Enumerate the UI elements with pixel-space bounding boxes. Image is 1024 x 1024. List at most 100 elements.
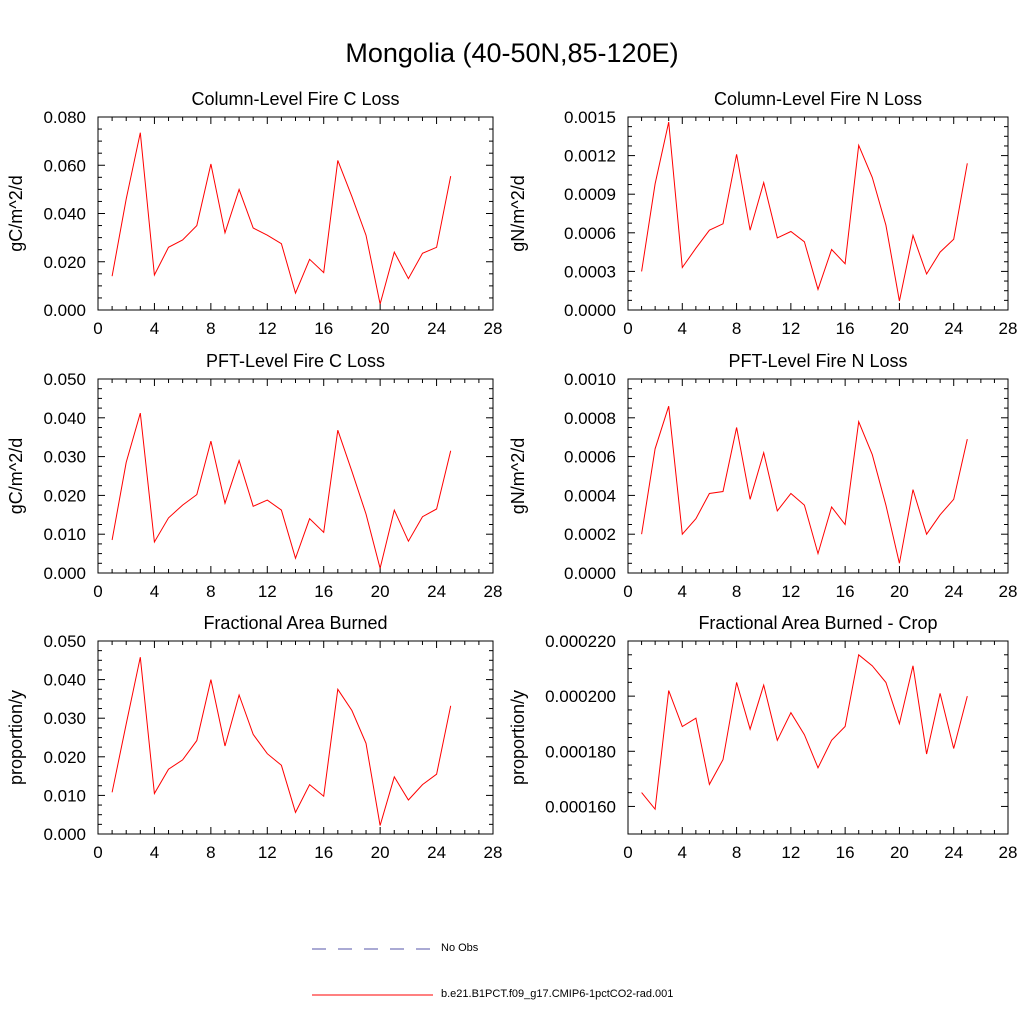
y-tick-label: 0.040 xyxy=(43,409,86,428)
y-tick-label: 0.0015 xyxy=(564,108,616,127)
x-tick-label: 0 xyxy=(623,843,632,862)
y-tick-label: 0.060 xyxy=(43,156,86,175)
y-axis-label: proportion/y xyxy=(508,690,528,785)
plot-frame xyxy=(627,116,1009,311)
x-tick-label: 28 xyxy=(999,582,1018,601)
legend-model-label: b.e21.B1PCT.f09_g17.CMIP6-1pctCO2-rad.00… xyxy=(441,988,674,1000)
plot-frame xyxy=(97,378,494,574)
y-tick-label: 0.050 xyxy=(43,370,86,389)
x-tick-label: 4 xyxy=(150,319,159,338)
series-line xyxy=(641,653,968,811)
panel-1: 0 4 8 12 16 20 24 28 0.000 0.020 0.040 0.060 0.080 Co… xyxy=(6,89,502,338)
x-tick-label: 0 xyxy=(93,582,102,601)
x-tick-label: 20 xyxy=(371,582,390,601)
panel-2: 0 4 8 12 16 20 24 28 0.0000 0.0003 0.0006 0.0009 0.0… xyxy=(508,89,1017,338)
y-tick-label: 0.0002 xyxy=(564,525,616,544)
y-axis-label: gC/m^2/d xyxy=(6,438,26,514)
x-tick-label: 16 xyxy=(314,319,333,338)
x-tick-label: 4 xyxy=(678,843,687,862)
x-tick-label: 12 xyxy=(781,582,800,601)
x-tick-label: 12 xyxy=(258,319,277,338)
y-tick-label: 0.000 xyxy=(43,564,86,583)
series-line xyxy=(111,132,452,305)
y-tick-label: 0.020 xyxy=(43,486,86,505)
x-tick-label: 16 xyxy=(314,843,333,862)
x-tick-label: 8 xyxy=(732,582,741,601)
y-tick-label: 0.040 xyxy=(43,671,86,690)
x-tick-label: 12 xyxy=(781,843,800,862)
x-tick-label: 24 xyxy=(427,319,446,338)
x-tick-label: 24 xyxy=(944,843,963,862)
x-tick-label: 28 xyxy=(999,843,1018,862)
y-tick-label: 0.050 xyxy=(43,632,86,651)
y-tick-label: 0.000 xyxy=(43,825,86,844)
x-tick-label: 24 xyxy=(944,582,963,601)
y-tick-label: 0.0000 xyxy=(564,564,616,583)
x-tick-label: 20 xyxy=(371,843,390,862)
x-tick-label: 20 xyxy=(890,843,909,862)
x-tick-label: 8 xyxy=(206,582,215,601)
panel-title: Column-Level Fire C Loss xyxy=(191,89,399,109)
x-tick-label: 4 xyxy=(150,843,159,862)
x-tick-label: 8 xyxy=(206,843,215,862)
y-tick-label: 0.0012 xyxy=(564,147,616,166)
x-tick-label: 4 xyxy=(150,582,159,601)
plot-frame xyxy=(97,640,494,835)
x-tick-label: 28 xyxy=(484,319,503,338)
panel-5: 0 4 8 12 16 20 24 28 0.000 0.010 0.020 0.030 0.040 0.… xyxy=(6,613,502,862)
y-tick-label: 0.080 xyxy=(43,108,86,127)
y-tick-label: 0.030 xyxy=(43,709,86,728)
panel-title: PFT-Level Fire N Loss xyxy=(728,351,907,371)
legend-obs-label: No Obs xyxy=(441,942,479,954)
panel-title: Column-Level Fire N Loss xyxy=(714,89,922,109)
y-tick-label: 0.0009 xyxy=(564,185,616,204)
y-tick-label: 0.0006 xyxy=(564,224,616,243)
y-tick-label: 0.0008 xyxy=(564,409,616,428)
y-tick-label: 0.0006 xyxy=(564,448,616,467)
x-tick-label: 16 xyxy=(836,319,855,338)
x-tick-label: 4 xyxy=(678,319,687,338)
y-tick-label: 0.020 xyxy=(43,253,86,272)
panel-title: Fractional Area Burned - Crop xyxy=(698,613,937,633)
y-tick-label: 0.0000 xyxy=(564,301,616,320)
x-tick-label: 0 xyxy=(623,582,632,601)
x-tick-label: 0 xyxy=(93,843,102,862)
x-tick-label: 8 xyxy=(206,319,215,338)
panel-title: PFT-Level Fire C Loss xyxy=(206,351,385,371)
y-tick-label: 0.030 xyxy=(43,448,86,467)
y-axis-label: gC/m^2/d xyxy=(6,175,26,251)
x-tick-label: 8 xyxy=(732,319,741,338)
y-tick-label: 0.000180 xyxy=(545,742,616,761)
y-tick-label: 0.040 xyxy=(43,205,86,224)
y-tick-label: 0.000 xyxy=(43,301,86,320)
x-tick-label: 0 xyxy=(623,319,632,338)
x-tick-label: 24 xyxy=(944,319,963,338)
y-tick-label: 0.020 xyxy=(43,748,86,767)
panel-4: 0 4 8 12 16 20 24 28 0.0000 0.0002 0.0004 0.0006 0.0… xyxy=(508,351,1017,601)
x-tick-label: 12 xyxy=(781,319,800,338)
series-line xyxy=(641,406,968,564)
y-axis-label: gN/m^2/d xyxy=(508,438,528,514)
y-tick-label: 0.0003 xyxy=(564,262,616,281)
y-axis-label: proportion/y xyxy=(6,690,26,785)
x-tick-label: 8 xyxy=(732,843,741,862)
y-tick-label: 0.0004 xyxy=(564,486,616,505)
panel-title: Fractional Area Burned xyxy=(203,613,387,633)
series-line xyxy=(111,412,452,569)
y-tick-label: 0.010 xyxy=(43,525,86,544)
x-tick-label: 28 xyxy=(484,843,503,862)
y-tick-label: 0.010 xyxy=(43,786,86,805)
panel-3: 0 4 8 12 16 20 24 28 0.000 0.010 0.020 0.030 0.040 0.… xyxy=(6,351,502,601)
x-tick-label: 16 xyxy=(836,582,855,601)
x-tick-label: 20 xyxy=(890,582,909,601)
y-tick-label: 0.0010 xyxy=(564,370,616,389)
series-line xyxy=(111,657,452,826)
plot-frame xyxy=(627,378,1009,574)
main-title: Mongolia (40-50N,85-120E) xyxy=(345,38,679,68)
y-axis-label: gN/m^2/d xyxy=(508,175,528,251)
x-tick-label: 12 xyxy=(258,843,277,862)
y-tick-label: 0.000220 xyxy=(545,632,616,651)
x-tick-label: 28 xyxy=(999,319,1018,338)
panel-6: 0 4 8 12 16 20 24 28 0.000160 0.000180 0.000200 0.0… xyxy=(508,613,1017,862)
